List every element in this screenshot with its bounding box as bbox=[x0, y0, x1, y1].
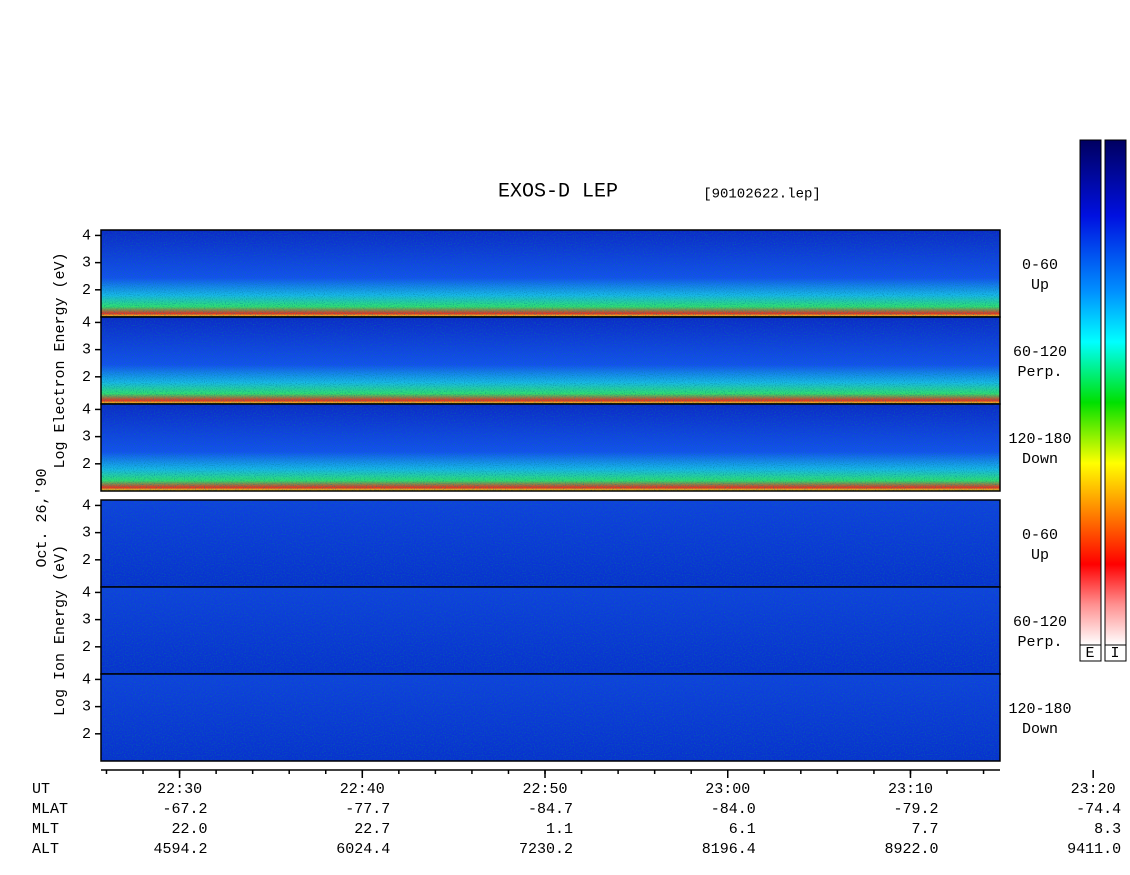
row-value: 9411.0 bbox=[1067, 841, 1121, 858]
pitch-direction: Down bbox=[1022, 451, 1058, 468]
row-label: UT bbox=[32, 781, 50, 798]
spectrogram-noise bbox=[101, 317, 1000, 404]
panel-label: Log Ion Energy (eV) bbox=[52, 545, 69, 716]
row-label: MLAT bbox=[32, 801, 68, 818]
y-tick-label: 2 bbox=[82, 282, 91, 299]
row-label: ALT bbox=[32, 841, 59, 858]
y-tick-label: 2 bbox=[82, 726, 91, 743]
pitch-range: 0-60 bbox=[1022, 527, 1058, 544]
file-name: [90102622.lep] bbox=[703, 187, 821, 203]
y-tick-label: 3 bbox=[82, 612, 91, 629]
row-value: -84.0 bbox=[711, 801, 756, 818]
x-tick-label: 22:40 bbox=[340, 781, 385, 798]
panel-frame bbox=[100, 673, 1001, 762]
x-tick-label: 23:00 bbox=[705, 781, 750, 798]
row-value: 4594.2 bbox=[154, 841, 208, 858]
row-value: 8.3 bbox=[1094, 821, 1121, 838]
row-label: MLT bbox=[32, 821, 59, 838]
pitch-range: 120-180 bbox=[1008, 701, 1071, 718]
colorbar-label-box bbox=[1079, 644, 1102, 662]
pitch-direction: Down bbox=[1022, 721, 1058, 738]
y-tick-label: 4 bbox=[82, 497, 91, 514]
row-value: 6024.4 bbox=[336, 841, 390, 858]
row-value: 22.7 bbox=[354, 821, 390, 838]
pitch-range: 0-60 bbox=[1022, 257, 1058, 274]
y-tick-label: 2 bbox=[82, 369, 91, 386]
x-tick-label: 22:30 bbox=[157, 781, 202, 798]
colorbar-label: I bbox=[1110, 645, 1119, 662]
y-tick-label: 4 bbox=[82, 401, 91, 418]
y-tick-label: 3 bbox=[82, 699, 91, 716]
x-tick-label: 22:50 bbox=[523, 781, 568, 798]
colorbar bbox=[1079, 139, 1102, 646]
y-tick-label: 4 bbox=[82, 314, 91, 331]
title: EXOS-D LEP bbox=[498, 180, 618, 203]
row-value: -84.7 bbox=[528, 801, 573, 818]
panel-label: Log Electron Energy (eV) bbox=[52, 252, 69, 468]
row-value: -77.7 bbox=[345, 801, 390, 818]
colorbar-label: E bbox=[1085, 645, 1094, 662]
y-tick-label: 3 bbox=[82, 429, 91, 446]
y-tick-label: 2 bbox=[82, 456, 91, 473]
date: Oct. 26,'90 bbox=[34, 468, 51, 567]
y-tick-label: 3 bbox=[82, 255, 91, 272]
pitch-range: 60-120 bbox=[1013, 344, 1067, 361]
pitch-range: 120-180 bbox=[1008, 431, 1071, 448]
colorbar bbox=[1104, 139, 1127, 646]
y-tick-label: 3 bbox=[82, 525, 91, 542]
row-value: 8922.0 bbox=[884, 841, 938, 858]
row-value: -74.4 bbox=[1076, 801, 1121, 818]
row-value: 7.7 bbox=[911, 821, 938, 838]
pitch-direction: Perp. bbox=[1017, 364, 1062, 381]
x-tick-label: 23:10 bbox=[888, 781, 933, 798]
row-value: -79.2 bbox=[893, 801, 938, 818]
row-value: -67.2 bbox=[163, 801, 208, 818]
spectrogram-noise bbox=[101, 404, 1000, 491]
y-tick-label: 2 bbox=[82, 639, 91, 656]
y-tick-label: 4 bbox=[82, 227, 91, 244]
x-tick-label: 23:20 bbox=[1071, 781, 1116, 798]
colorbar-label-box bbox=[1104, 644, 1127, 662]
spectrogram-noise bbox=[101, 587, 1000, 674]
panel-frame bbox=[100, 403, 1001, 492]
pitch-range: 60-120 bbox=[1013, 614, 1067, 631]
row-value: 8196.4 bbox=[702, 841, 756, 858]
row-value: 6.1 bbox=[729, 821, 756, 838]
pitch-direction: Up bbox=[1031, 277, 1049, 294]
spectrogram-noise bbox=[101, 230, 1000, 317]
y-tick-label: 3 bbox=[82, 342, 91, 359]
row-value: 1.1 bbox=[546, 821, 573, 838]
spectrogram-noise bbox=[101, 674, 1000, 761]
y-tick-label: 4 bbox=[82, 584, 91, 601]
spectrogram-noise bbox=[101, 500, 1000, 587]
row-value: 7230.2 bbox=[519, 841, 573, 858]
pitch-direction: Up bbox=[1031, 547, 1049, 564]
row-value: 22.0 bbox=[172, 821, 208, 838]
pitch-direction: Perp. bbox=[1017, 634, 1062, 651]
y-tick-label: 2 bbox=[82, 552, 91, 569]
y-tick-label: 4 bbox=[82, 671, 91, 688]
